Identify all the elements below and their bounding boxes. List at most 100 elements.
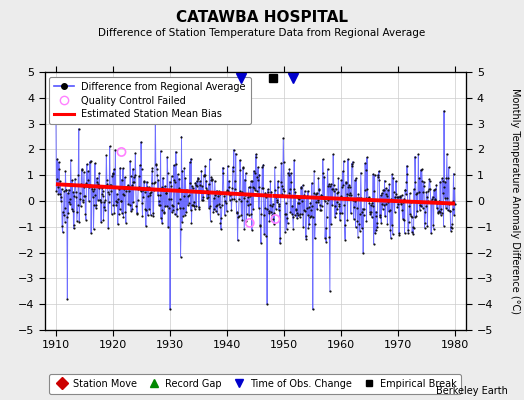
Point xyxy=(121,209,129,216)
Point xyxy=(332,210,340,216)
Point xyxy=(315,187,324,194)
Point xyxy=(64,186,73,193)
Point xyxy=(309,214,318,220)
Point xyxy=(182,187,191,194)
Point xyxy=(385,181,394,188)
Point xyxy=(193,183,201,189)
Point xyxy=(60,205,69,211)
Point xyxy=(75,219,83,225)
Point xyxy=(75,190,84,196)
Point xyxy=(436,178,444,185)
Point xyxy=(216,191,224,198)
Point xyxy=(80,169,88,176)
Point xyxy=(354,191,363,197)
Point xyxy=(286,209,294,216)
Point xyxy=(397,199,406,205)
Point xyxy=(337,210,346,217)
Point xyxy=(357,195,365,202)
Point xyxy=(129,199,138,206)
Point xyxy=(322,213,331,220)
Point xyxy=(353,218,362,224)
Point xyxy=(302,235,310,242)
Point xyxy=(269,210,278,216)
Point xyxy=(443,194,452,201)
Point xyxy=(198,197,206,204)
Point xyxy=(303,193,311,199)
Point xyxy=(189,202,198,208)
Point xyxy=(390,198,398,204)
Point xyxy=(152,166,161,172)
Point xyxy=(410,186,418,192)
Point xyxy=(357,170,365,176)
Point xyxy=(100,199,108,206)
Point xyxy=(131,150,139,156)
Point xyxy=(255,184,263,190)
Point xyxy=(383,201,391,207)
Point xyxy=(195,182,204,188)
Legend: Station Move, Record Gap, Time of Obs. Change, Empirical Break: Station Move, Record Gap, Time of Obs. C… xyxy=(49,374,462,394)
Point xyxy=(413,208,422,214)
Point xyxy=(202,178,211,184)
Point xyxy=(136,188,145,194)
Point xyxy=(307,207,315,214)
Point xyxy=(209,208,217,215)
Point xyxy=(275,207,283,213)
Point xyxy=(147,189,155,196)
Point xyxy=(307,213,315,219)
Point xyxy=(321,225,330,231)
Point xyxy=(81,193,89,199)
Point xyxy=(398,207,406,214)
Point xyxy=(99,188,107,194)
Point xyxy=(144,212,152,218)
Point xyxy=(237,198,245,204)
Point xyxy=(282,210,290,217)
Point xyxy=(96,198,105,205)
Point xyxy=(401,187,409,194)
Point xyxy=(405,203,413,210)
Point xyxy=(269,216,278,222)
Point xyxy=(358,205,367,212)
Point xyxy=(113,191,121,197)
Point xyxy=(60,188,68,194)
Point xyxy=(215,201,223,208)
Point xyxy=(278,191,286,197)
Point xyxy=(199,194,207,200)
Point xyxy=(323,166,332,172)
Point xyxy=(58,229,67,235)
Point xyxy=(338,184,346,190)
Point xyxy=(393,194,401,200)
Point xyxy=(159,174,167,181)
Point xyxy=(300,188,309,194)
Point xyxy=(132,203,140,209)
Point xyxy=(226,192,235,198)
Point xyxy=(447,225,456,232)
Point xyxy=(118,190,127,197)
Point xyxy=(246,220,254,226)
Point xyxy=(177,133,185,140)
Point xyxy=(55,166,63,172)
Point xyxy=(92,204,100,211)
Point xyxy=(346,190,355,196)
Point xyxy=(399,199,407,206)
Point xyxy=(207,177,215,184)
Point xyxy=(168,202,177,208)
Point xyxy=(289,226,298,232)
Point xyxy=(404,230,412,236)
Point xyxy=(74,126,83,132)
Point xyxy=(107,188,115,194)
Point xyxy=(363,186,372,192)
Point xyxy=(325,181,333,187)
Point xyxy=(428,196,436,202)
Point xyxy=(334,175,343,182)
Point xyxy=(149,213,158,220)
Point xyxy=(433,205,441,211)
Point xyxy=(326,288,334,294)
Point xyxy=(146,190,154,196)
Point xyxy=(328,202,336,208)
Point xyxy=(323,200,331,206)
Point xyxy=(354,234,362,240)
Point xyxy=(130,172,139,178)
Point xyxy=(211,178,219,184)
Point xyxy=(412,213,421,220)
Point xyxy=(386,207,394,214)
